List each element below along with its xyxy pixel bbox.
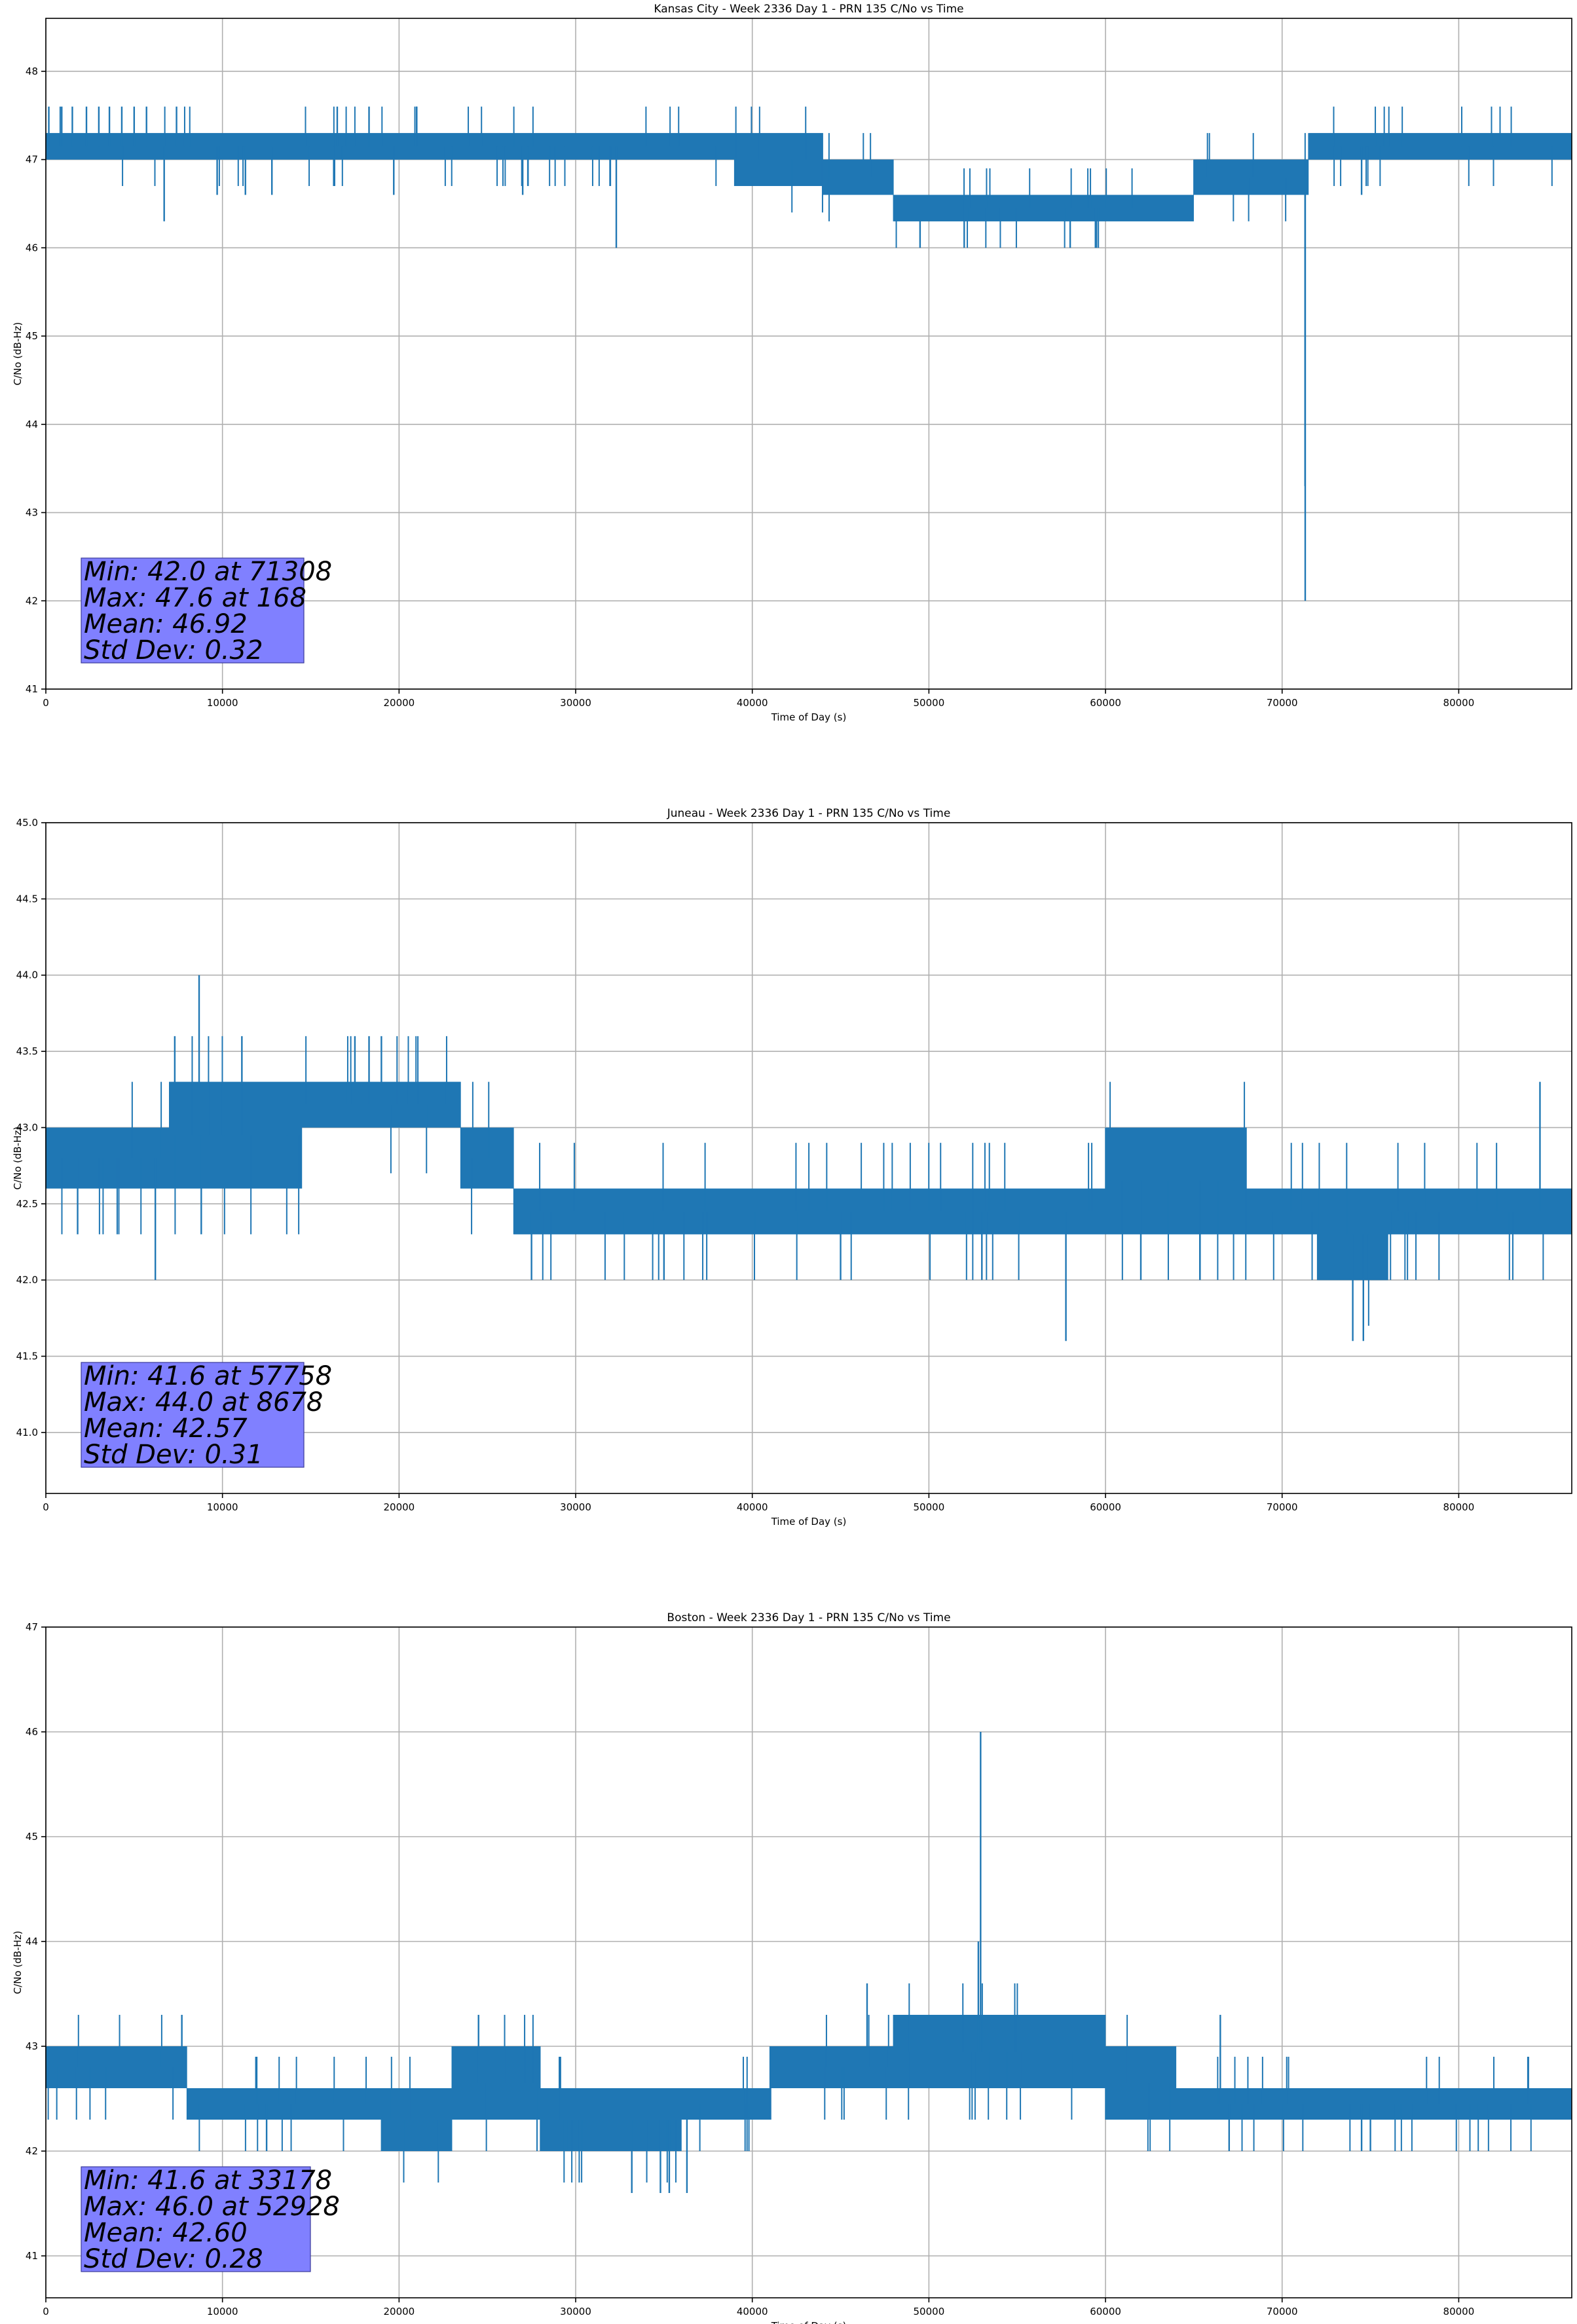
y-tick-label: 45.0 xyxy=(16,817,38,829)
y-tick-label: 47 xyxy=(26,154,38,166)
y-tick-label: 43.5 xyxy=(16,1045,38,1057)
x-tick-label: 10000 xyxy=(207,2306,238,2317)
y-tick-label: 47 xyxy=(26,1621,38,1633)
chart-title: Kansas City - Week 2336 Day 1 - PRN 135 … xyxy=(654,3,963,16)
y-tick-label: 48 xyxy=(26,66,38,77)
y-tick-label: 41 xyxy=(26,2250,38,2262)
stats-line: Max: 47.6 at 168 xyxy=(84,583,306,613)
y-tick-label: 42 xyxy=(26,595,38,607)
y-tick-label: 44 xyxy=(26,419,38,430)
y-tick-label: 43 xyxy=(26,507,38,519)
x-tick-label: 40000 xyxy=(737,2306,768,2317)
x-tick-label: 20000 xyxy=(383,697,415,709)
y-tick-label: 43 xyxy=(26,2040,38,2052)
stats-line: Mean: 42.60 xyxy=(84,2218,248,2248)
stats-line: Min: 41.6 at 57758 xyxy=(84,1361,332,1391)
x-tick-label: 40000 xyxy=(737,1501,768,1513)
axes-frame xyxy=(45,822,1572,1494)
x-tick-label: 50000 xyxy=(914,1501,945,1513)
x-tick-label: 10000 xyxy=(207,1501,238,1513)
x-tick-label: 30000 xyxy=(560,1501,591,1513)
x-tick-label: 80000 xyxy=(1443,2306,1475,2317)
x-axis-label: Time of Day (s) xyxy=(771,711,847,723)
stats-line: Max: 46.0 at 52928 xyxy=(84,2192,340,2222)
x-tick-label: 30000 xyxy=(560,697,591,709)
y-tick-label: 44.5 xyxy=(16,893,38,905)
y-tick-label: 41.5 xyxy=(16,1351,38,1362)
stats-box xyxy=(81,557,305,664)
x-tick-label: 60000 xyxy=(1090,697,1121,709)
y-tick-label: 46 xyxy=(26,1726,38,1738)
stats-line: Std Dev: 0.31 xyxy=(84,1440,263,1470)
axes-frame xyxy=(45,18,1572,690)
x-tick-label: 70000 xyxy=(1267,697,1298,709)
x-tick-label: 0 xyxy=(43,1501,49,1513)
x-tick-label: 70000 xyxy=(1267,1501,1298,1513)
y-axis-label: C/No (dB-Hz) xyxy=(12,1931,24,1995)
x-tick-label: 50000 xyxy=(914,2306,945,2317)
y-tick-label: 45 xyxy=(26,1831,38,1843)
chart-panel-3: 0 10000 20000 30000 40000 50000 60000 70000 8000… xyxy=(12,1611,1572,2324)
y-tick-label: 42.0 xyxy=(16,1274,38,1286)
chart-panel-1: 0 10000 20000 30000 40000 50000 60000 70000 8000… xyxy=(12,3,1572,723)
x-axis-label: Time of Day (s) xyxy=(771,2320,847,2324)
y-tick-label: 45 xyxy=(26,330,38,342)
x-tick-label: 60000 xyxy=(1090,1501,1121,1513)
y-tick-label: 41.0 xyxy=(16,1427,38,1438)
stats-box xyxy=(81,1362,305,1468)
x-tick-label: 10000 xyxy=(207,697,238,709)
stats-line: Mean: 42.57 xyxy=(84,1414,248,1444)
y-tick-label: 41 xyxy=(26,683,38,695)
stats-line: Std Dev: 0.28 xyxy=(84,2244,263,2274)
x-tick-label: 50000 xyxy=(914,697,945,709)
x-tick-label: 30000 xyxy=(560,2306,591,2317)
y-tick-label: 43.0 xyxy=(16,1121,38,1133)
y-tick-label: 44.0 xyxy=(16,969,38,981)
axes-frame xyxy=(45,1626,1572,2298)
x-tick-label: 0 xyxy=(43,697,49,709)
stats-box xyxy=(81,2166,311,2272)
y-tick-label: 42.5 xyxy=(16,1198,38,1210)
x-tick-label: 80000 xyxy=(1443,697,1475,709)
chart-title: Boston - Week 2336 Day 1 - PRN 135 C/No … xyxy=(667,1611,950,1624)
x-tick-label: 60000 xyxy=(1090,2306,1121,2317)
x-tick-label: 20000 xyxy=(383,1501,415,1513)
stats-line: Min: 42.0 at 71308 xyxy=(84,557,332,587)
x-axis-label: Time of Day (s) xyxy=(771,1516,847,1527)
x-tick-label: 80000 xyxy=(1443,1501,1475,1513)
y-axis-label: C/No (dB-Hz) xyxy=(12,322,24,386)
y-tick-label: 46 xyxy=(26,242,38,253)
stats-line: Std Dev: 0.32 xyxy=(84,635,263,665)
stats-line: Max: 44.0 at 8678 xyxy=(84,1387,323,1417)
y-tick-label: 42 xyxy=(26,2145,38,2157)
x-tick-label: 20000 xyxy=(383,2306,415,2317)
x-tick-label: 40000 xyxy=(737,697,768,709)
stats-line: Min: 41.6 at 33178 xyxy=(84,2165,332,2196)
stats-line: Mean: 46.92 xyxy=(84,609,248,639)
y-axis-label: C/No (dB-Hz) xyxy=(12,1127,24,1190)
x-tick-label: 0 xyxy=(43,2306,49,2317)
x-tick-label: 70000 xyxy=(1267,2306,1298,2317)
y-tick-label: 44 xyxy=(26,1936,38,1947)
chart-title: Juneau - Week 2336 Day 1 - PRN 135 C/No … xyxy=(667,807,951,820)
chart-panel-2: 0 10000 20000 30000 40000 50000 60000 70000 8000… xyxy=(12,807,1572,1527)
